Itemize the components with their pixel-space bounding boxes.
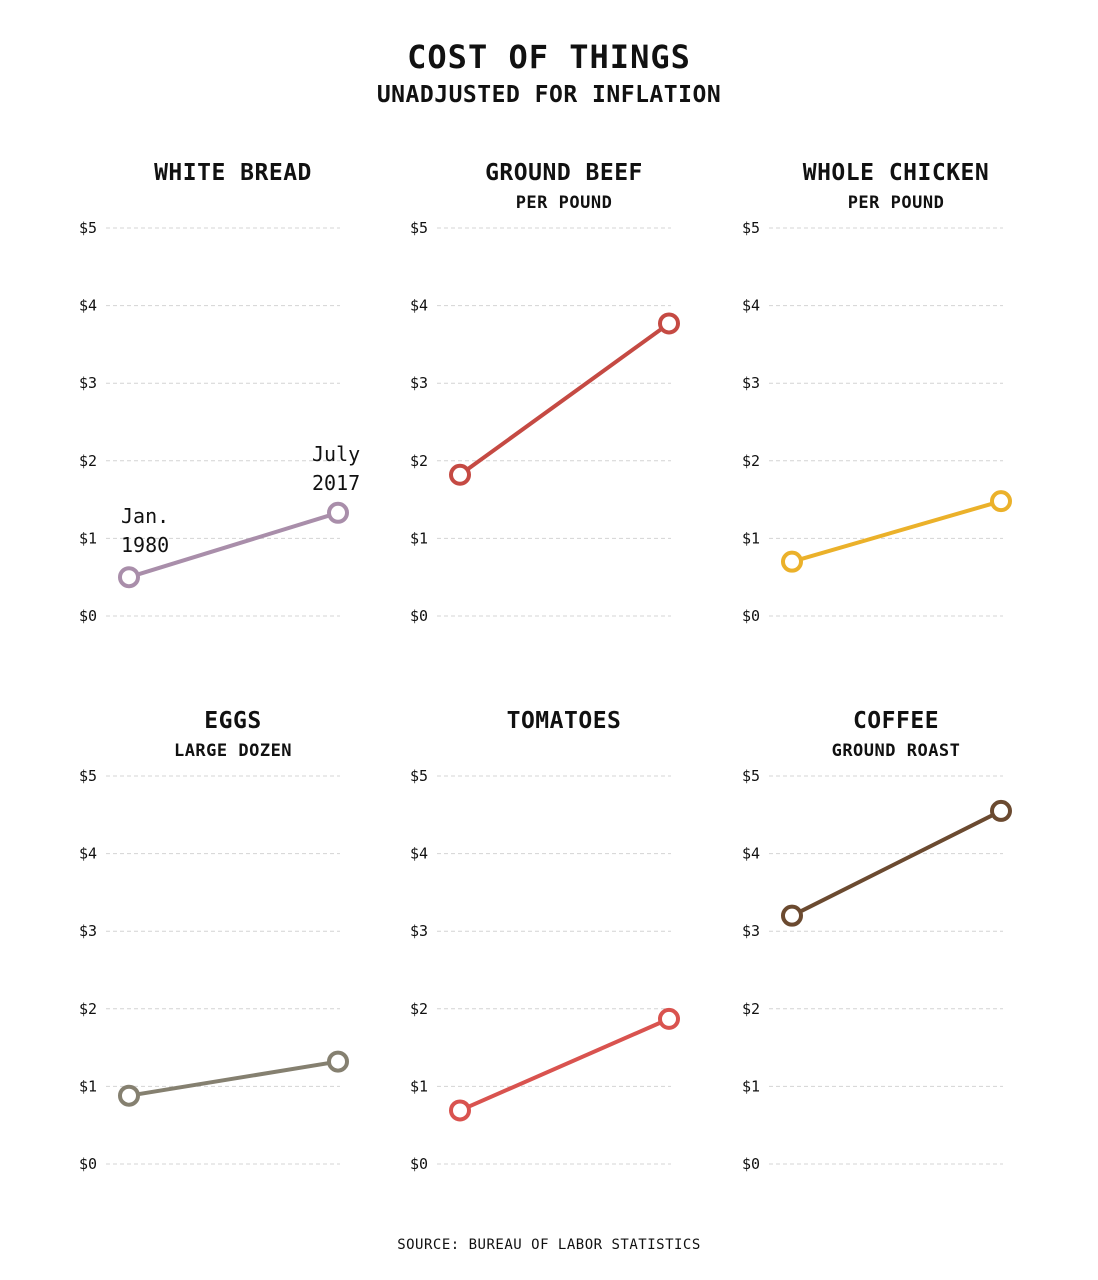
chart-panel-eggs: EGGS LARGE DOZEN $0 $1 $2 $3 $4 $5 bbox=[68, 708, 428, 1228]
date-annotation: July bbox=[312, 442, 360, 466]
series-line bbox=[127, 1059, 340, 1098]
y-tick-label: $3 bbox=[410, 922, 428, 940]
y-tick-label: $1 bbox=[742, 529, 760, 547]
y-tick-label: $4 bbox=[742, 297, 760, 315]
y-tick-label: $1 bbox=[79, 529, 97, 547]
y-tick-label: $4 bbox=[742, 845, 760, 863]
chart-title: GROUND BEEF bbox=[485, 160, 643, 186]
chart-subtitle: PER POUND bbox=[515, 193, 613, 213]
series-line bbox=[790, 499, 1003, 564]
y-tick-label: $5 bbox=[79, 767, 97, 785]
y-tick-label: $4 bbox=[410, 297, 428, 315]
data-point bbox=[781, 904, 803, 927]
date-annotation: Jan. bbox=[121, 504, 169, 528]
y-tick-label: $2 bbox=[410, 452, 428, 470]
data-point bbox=[449, 1099, 471, 1122]
y-tick-label: $5 bbox=[79, 219, 97, 237]
y-tick-label: $4 bbox=[410, 845, 428, 863]
chart-panel-ground-beef: GROUND BEEF PER POUND $0 $1 $2 $3 $4 $5 bbox=[399, 160, 759, 680]
y-tick-label: $3 bbox=[79, 374, 97, 392]
y-tick-label: $5 bbox=[742, 219, 760, 237]
data-point bbox=[990, 490, 1012, 513]
chart-subtitle: GROUND ROAST bbox=[831, 741, 961, 761]
data-point bbox=[990, 799, 1012, 822]
chart-plot: $0 $1 $2 $3 $4 $5 bbox=[410, 767, 680, 1173]
chart-title: EGGS bbox=[204, 708, 262, 734]
y-tick-label: $0 bbox=[79, 607, 97, 625]
y-tick-label: $0 bbox=[742, 607, 760, 625]
y-tick-label: $4 bbox=[79, 845, 97, 863]
series-line bbox=[127, 510, 340, 580]
date-annotation: 1980 bbox=[121, 533, 169, 557]
y-tick-label: $3 bbox=[742, 922, 760, 940]
chart-panel-coffee: COFFEE GROUND ROAST $0 $1 $2 $3 $4 $5 bbox=[731, 708, 1091, 1228]
date-annotation: 2017 bbox=[312, 471, 360, 495]
y-tick-label: $0 bbox=[410, 607, 428, 625]
y-tick-label: $2 bbox=[410, 1000, 428, 1018]
data-point bbox=[781, 550, 803, 573]
data-point bbox=[658, 1007, 680, 1030]
series-line bbox=[458, 321, 671, 477]
chart-plot: $0 $1 $2 $3 $4 $5 bbox=[742, 767, 1012, 1173]
chart-subtitle: LARGE DOZEN bbox=[173, 741, 293, 761]
y-tick-label: $2 bbox=[742, 1000, 760, 1018]
chart-subtitle: PER POUND bbox=[847, 193, 945, 213]
chart-title: WHITE BREAD bbox=[154, 160, 312, 186]
data-point bbox=[118, 1084, 140, 1107]
y-tick-label: $5 bbox=[410, 767, 428, 785]
y-tick-label: $1 bbox=[79, 1077, 97, 1095]
y-tick-label: $5 bbox=[742, 767, 760, 785]
chart-plot: $0 $1 $2 $3 $4 $5 Jan. 1980 July 2017 bbox=[79, 219, 360, 625]
y-tick-label: $3 bbox=[410, 374, 428, 392]
chart-title: COFFEE bbox=[852, 708, 940, 734]
chart-title: WHOLE CHICKEN bbox=[802, 160, 990, 186]
series-line bbox=[458, 1016, 671, 1113]
chart-plot: $0 $1 $2 $3 $4 $5 bbox=[742, 219, 1012, 625]
data-point bbox=[449, 463, 471, 486]
y-tick-label: $1 bbox=[410, 1077, 428, 1095]
y-tick-label: $0 bbox=[742, 1155, 760, 1173]
y-tick-label: $1 bbox=[410, 529, 428, 547]
y-tick-label: $0 bbox=[410, 1155, 428, 1173]
chart-panel-white-bread: WHITE BREAD $0 $1 $2 $3 $4 $5 Jan. 1980 July 2017 bbox=[68, 160, 428, 680]
y-tick-label: $5 bbox=[410, 219, 428, 237]
y-tick-label: $1 bbox=[742, 1077, 760, 1095]
y-tick-label: $4 bbox=[79, 297, 97, 315]
chart-panel-tomatoes: TOMATOES $0 $1 $2 $3 $4 $5 bbox=[399, 708, 759, 1228]
data-point bbox=[327, 1050, 349, 1073]
data-point bbox=[658, 312, 680, 335]
chart-plot: $0 $1 $2 $3 $4 $5 bbox=[79, 767, 349, 1173]
y-tick-label: $2 bbox=[79, 452, 97, 470]
page-subtitle: UNADJUSTED FOR INFLATION bbox=[376, 82, 722, 108]
chart-panel-whole-chicken: WHOLE CHICKEN PER POUND $0 $1 $2 $3 $4 $5 bbox=[731, 160, 1091, 680]
y-tick-label: $0 bbox=[79, 1155, 97, 1173]
y-tick-label: $3 bbox=[79, 922, 97, 940]
chart-title: TOMATOES bbox=[506, 708, 622, 734]
page-title: COST OF THINGS bbox=[407, 38, 691, 76]
series-line bbox=[790, 808, 1003, 918]
y-tick-label: $2 bbox=[742, 452, 760, 470]
y-tick-label: $3 bbox=[742, 374, 760, 392]
chart-plot: $0 $1 $2 $3 $4 $5 bbox=[410, 219, 680, 625]
data-point bbox=[118, 566, 140, 589]
y-tick-label: $2 bbox=[79, 1000, 97, 1018]
source-note: SOURCE: BUREAU OF LABOR STATISTICS bbox=[397, 1237, 701, 1253]
data-point bbox=[327, 501, 349, 524]
